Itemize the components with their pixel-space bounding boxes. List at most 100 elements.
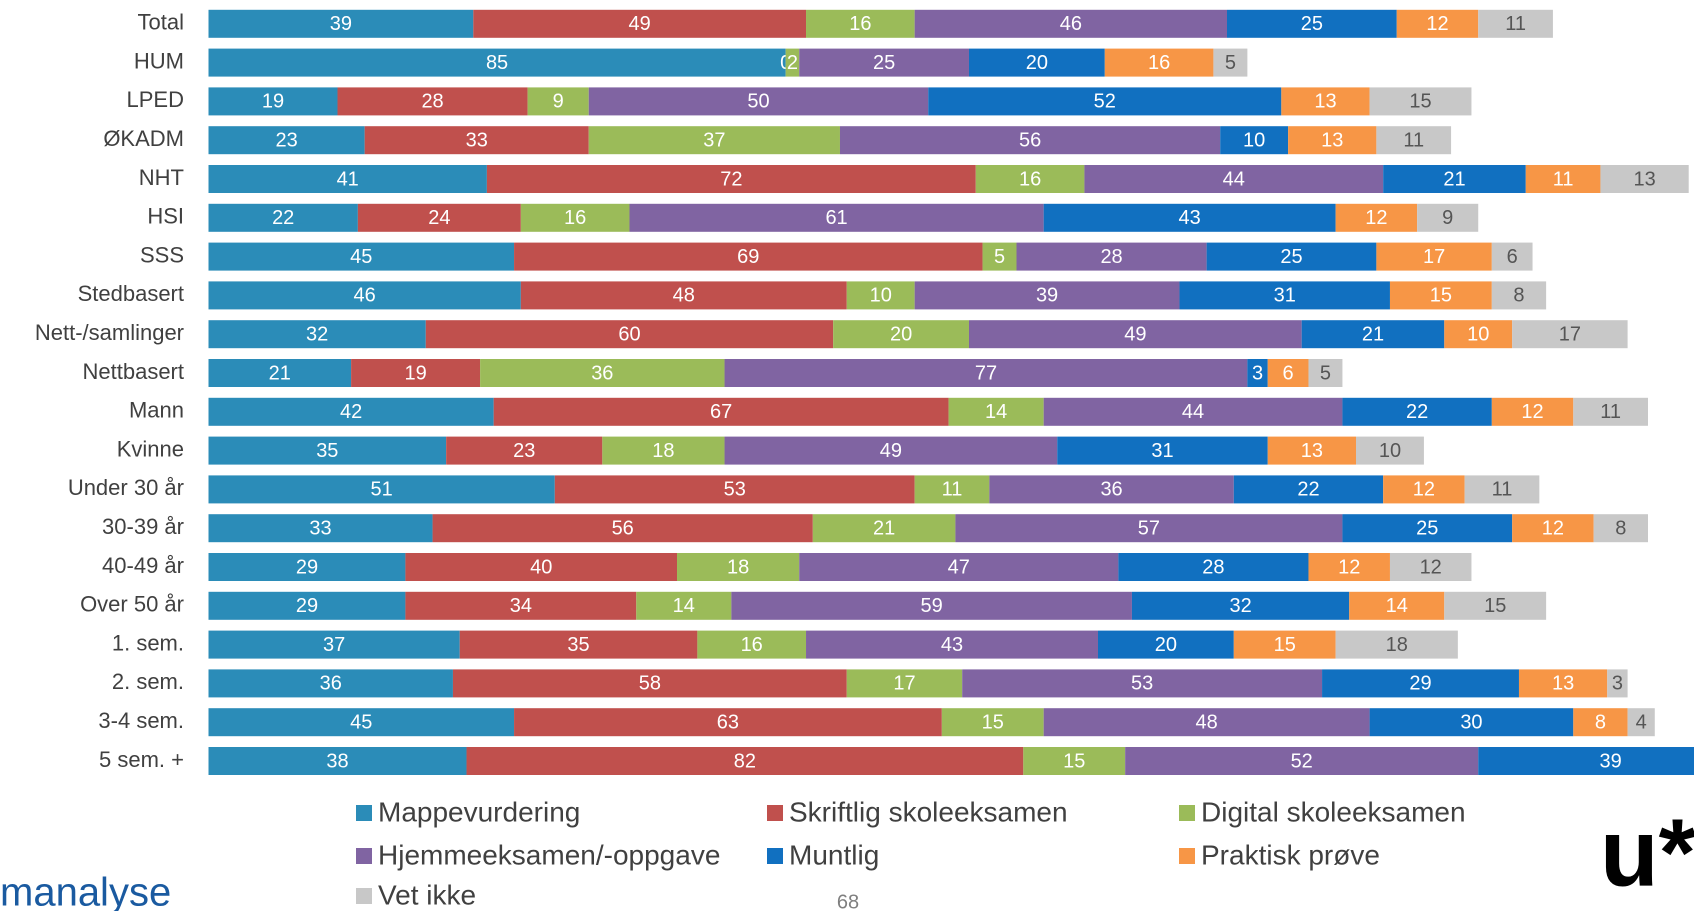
value-label: 57 [1138, 517, 1160, 539]
legend-label: Mappevurdering [378, 796, 580, 827]
value-label: 46 [1060, 13, 1082, 35]
logo-left: manalyse [0, 871, 171, 911]
value-label: 11 [1403, 129, 1424, 151]
bar-segment [1118, 553, 1309, 581]
category-label: LPED [127, 87, 184, 112]
bar-segment [208, 708, 515, 737]
value-label: 58 [639, 673, 661, 695]
bar-segment [1267, 436, 1357, 465]
value-label: 10 [870, 285, 892, 307]
bar-segment [208, 514, 433, 543]
bar-segment [1389, 281, 1492, 310]
value-label: 61 [825, 207, 847, 229]
bar-segment [588, 126, 840, 155]
value-label: 5 [1320, 362, 1331, 384]
value-label: 17 [893, 673, 915, 695]
value-label: 63 [717, 711, 739, 733]
value-label: 16 [849, 13, 871, 35]
category-label: Total [138, 10, 184, 35]
bar-segment [1369, 708, 1574, 737]
value-label: 14 [673, 595, 695, 617]
bar-segment [1383, 475, 1465, 504]
bar-segment [459, 630, 698, 659]
value-label: 10 [1243, 129, 1265, 151]
bar-segment [1417, 203, 1479, 232]
value-label: 28 [421, 91, 443, 113]
bar-segment [1573, 708, 1628, 737]
bar-segment [1342, 397, 1492, 426]
bar-segment [1512, 514, 1594, 543]
value-label: 39 [330, 13, 352, 35]
bar-segment [208, 281, 521, 310]
value-label: 22 [1406, 401, 1428, 423]
bar-segment [846, 669, 963, 698]
bar-segment [1376, 242, 1492, 271]
value-label: 48 [1196, 711, 1218, 733]
bar-segment [1491, 281, 1547, 310]
bar-segment [208, 9, 474, 38]
bar-segment [1335, 203, 1418, 232]
value-label: 39 [1036, 285, 1058, 307]
value-label: 14 [1386, 595, 1408, 617]
value-label: 32 [306, 323, 328, 345]
bar-segment [405, 553, 678, 581]
value-label: 25 [1280, 246, 1302, 268]
bar-segment [636, 591, 732, 620]
value-label: 29 [296, 595, 318, 617]
bar-segment [527, 87, 589, 116]
legend-swatch [767, 848, 783, 864]
value-label: 40 [530, 556, 552, 578]
category-label: NHT [139, 165, 184, 190]
bar-segment [846, 281, 915, 310]
bar-segment [208, 591, 406, 620]
bar-segment [1322, 669, 1519, 698]
bar-segment [948, 397, 1044, 426]
bar-segment [208, 669, 453, 698]
value-label: 19 [262, 91, 284, 113]
bar-segment [629, 203, 1044, 232]
legend-swatch [1179, 848, 1195, 864]
bar-segment [514, 708, 942, 737]
value-label: 50 [747, 91, 769, 113]
bar-segment [1104, 48, 1214, 77]
bar-segment [1627, 708, 1655, 737]
value-label: 12 [1521, 401, 1543, 423]
bar-segment [208, 359, 352, 387]
category-label: Nettbasert [83, 359, 185, 384]
bar-segment [1233, 630, 1336, 659]
value-label: 36 [320, 673, 342, 695]
bar-segment [208, 553, 406, 581]
value-label: 11 [1505, 13, 1526, 35]
value-label: 33 [309, 517, 331, 539]
bar-segment [208, 242, 515, 271]
bar-segment [697, 630, 807, 659]
value-label: 9 [1442, 207, 1453, 229]
category-label: 40-49 år [102, 553, 184, 578]
value-label: 30 [1460, 711, 1482, 733]
value-label: 37 [323, 634, 345, 656]
bar-segment [799, 553, 1119, 581]
value-label: 52 [1094, 91, 1116, 113]
bar-segment [806, 630, 1098, 659]
bar-segment [1084, 165, 1384, 193]
bar-segment [1444, 320, 1513, 349]
bar-segment [1356, 436, 1424, 465]
bar-segment [1349, 591, 1445, 620]
value-label: 46 [354, 285, 376, 307]
bar-segment [602, 436, 725, 465]
bar-segment [514, 242, 983, 271]
bar-segment [975, 165, 1085, 193]
value-label: 16 [1148, 52, 1170, 74]
bar-segment [1227, 9, 1397, 38]
value-label: 24 [428, 207, 450, 229]
bar-segment [806, 9, 915, 38]
value-label: 5 [1225, 52, 1236, 74]
bar-segment [982, 242, 1017, 271]
bar-segment [989, 475, 1234, 504]
value-label: 37 [703, 129, 725, 151]
bar-segment [520, 203, 630, 232]
bar-segment [1464, 475, 1540, 504]
value-label: 11 [1553, 168, 1574, 190]
category-label: HSI [147, 204, 184, 229]
category-label: Over 50 år [80, 592, 184, 617]
